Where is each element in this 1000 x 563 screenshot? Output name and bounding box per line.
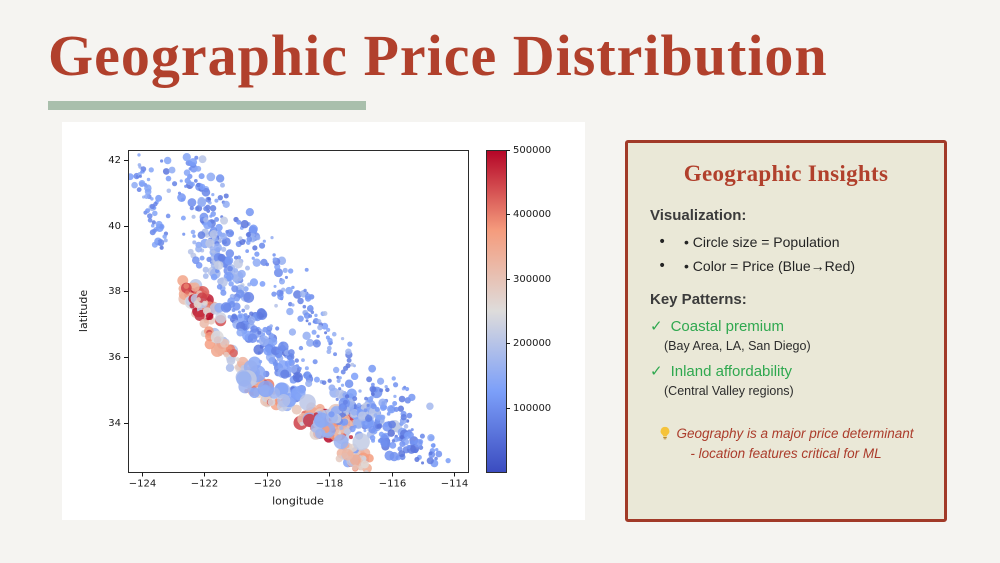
bullet-text: • Color = Price (Blue→Red) <box>684 257 856 274</box>
pattern-label: Inland affordability <box>670 362 793 380</box>
scatter-figure <box>62 122 585 520</box>
pattern-label: Coastal premium <box>670 317 784 335</box>
insights-title: Geographic Insights <box>683 161 889 186</box>
geographic-scatter-canvas <box>62 122 585 520</box>
bullet-icon: • <box>658 257 667 274</box>
check-icon: ✓ <box>650 316 663 335</box>
note-text: Geography is a major price determinant -… <box>676 425 914 462</box>
title-underline-accent <box>48 101 366 110</box>
bullet-icon: • <box>658 234 667 250</box>
insight-note: Geography is a major price determinant -… <box>650 424 922 465</box>
pattern-item: ✓ Coastal premium <box>650 315 922 338</box>
pattern-detail: (Central Valley regions) <box>664 383 794 398</box>
bullet-text: • Circle size = Population <box>684 234 840 250</box>
pattern-detail: (Bay Area, LA, San Diego) <box>664 338 811 353</box>
pattern-item: ✓ Inland affordability <box>650 360 922 383</box>
visualization-heading: Visualization: <box>650 207 747 224</box>
bullet-item: • • Color = Price (Blue→Red) <box>650 255 922 279</box>
key-patterns-heading: Key Patterns: <box>650 290 747 308</box>
check-icon: ✓ <box>650 361 663 380</box>
bullet-item: • • Circle size = Population <box>650 231 922 255</box>
lightbulb-icon <box>661 426 670 440</box>
slide-title: Geographic Price Distribution <box>48 23 828 88</box>
insights-panel: Geographic Insights Visualization: • • C… <box>625 140 947 522</box>
